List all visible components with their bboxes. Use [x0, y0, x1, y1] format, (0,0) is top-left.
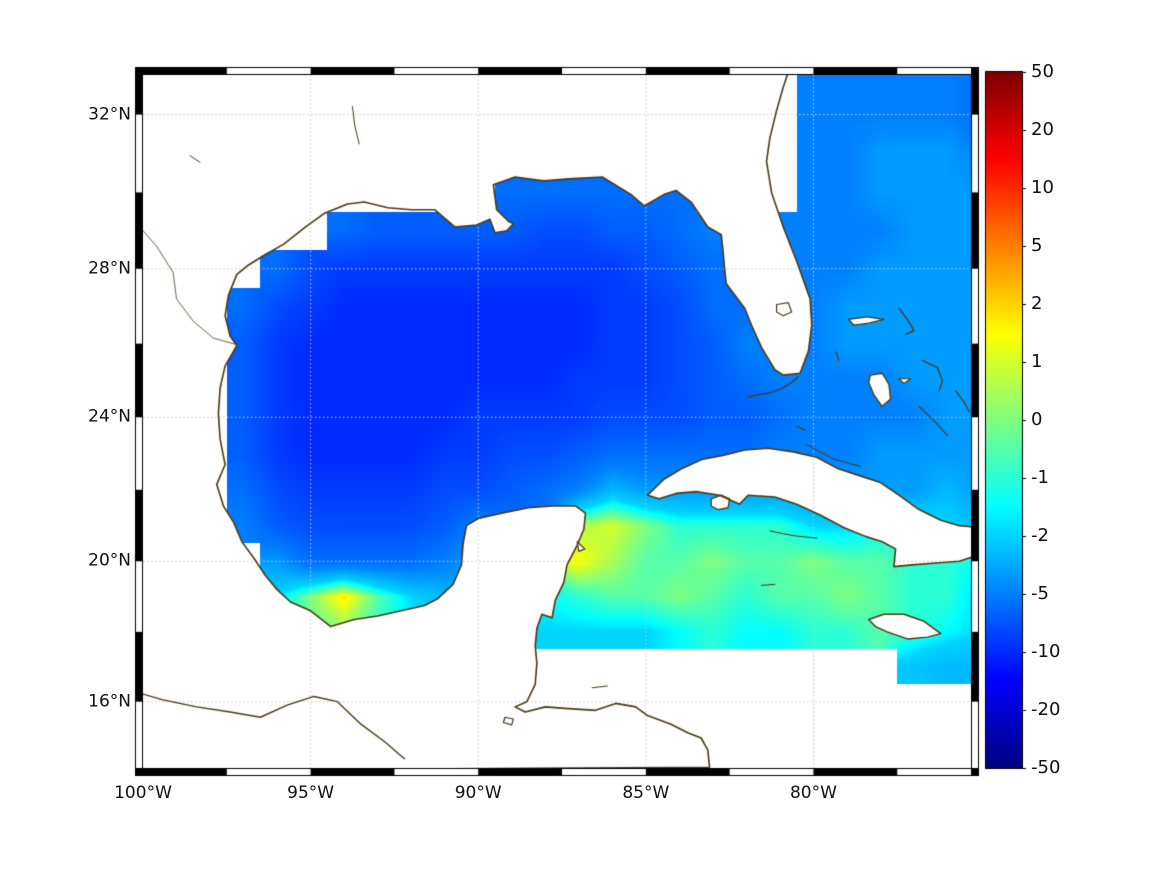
colorbar-tick-label: 5	[1031, 235, 1043, 256]
lon-tick-label: 85°W	[622, 783, 670, 803]
lat-tick-label: 20°N	[88, 550, 131, 571]
colorbar-tick-label: -10	[1031, 641, 1061, 662]
colorbar-tick-label: -1	[1031, 467, 1049, 488]
lon-tick-label: 90°W	[454, 783, 502, 803]
lon-tick-label: 95°W	[287, 783, 335, 803]
colorbar-tick-label: -5	[1031, 583, 1049, 604]
colorbar-tick-label: 50	[1031, 61, 1054, 82]
lon-tick-label: 100°W	[114, 783, 172, 803]
colorbar-tick-label: 1	[1031, 351, 1043, 372]
colorbar-tick-label: 2	[1031, 293, 1043, 314]
colorbar-tick-label: -50	[1031, 757, 1061, 778]
colorbar-tick-label: -2	[1031, 525, 1049, 546]
colorbar-tick-label: 0	[1031, 409, 1043, 430]
colorbar-tick-label: 20	[1031, 119, 1054, 140]
lat-tick-label: 32°N	[88, 104, 131, 125]
colorbar-tick-label: 10	[1031, 177, 1054, 198]
lat-tick-label: 16°N	[88, 691, 131, 712]
colorbar-tick-label: -20	[1031, 699, 1061, 720]
lat-tick-label: 24°N	[88, 406, 131, 427]
lat-tick-label: 28°N	[88, 258, 131, 279]
lon-tick-label: 80°W	[789, 783, 837, 803]
